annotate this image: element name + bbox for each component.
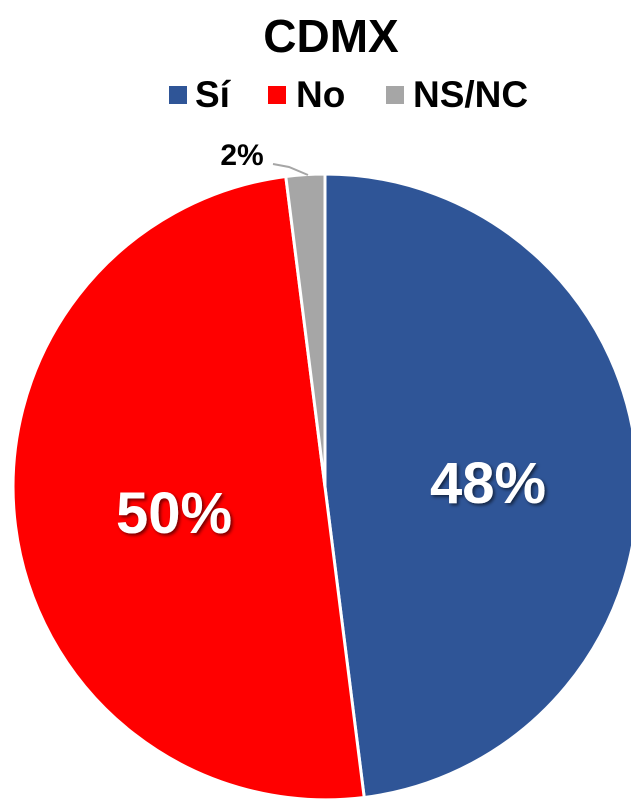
legend-label-ns-nc: NS/NC [413,74,528,115]
chart-legend: Sí No NS/NC [169,74,528,115]
leader-line-ns-nc [272,163,309,176]
data-label-no: 50% [116,481,232,546]
pie-slice-si [323,172,631,799]
chart-title: CDMX [263,10,399,62]
data-label-ns-nc: 2% [220,139,263,172]
data-label-si: 48% [430,451,546,516]
pie-slice-no [11,174,366,799]
pie-slices [11,172,631,799]
legend-label-si: Sí [195,74,232,115]
pie-data-labels: 48% 50% 2% [116,139,546,546]
legend-label-no: No [296,74,345,115]
legend-swatch-ns-nc [386,86,404,104]
legend-swatch-si [169,86,187,104]
legend-swatch-no [268,86,286,104]
